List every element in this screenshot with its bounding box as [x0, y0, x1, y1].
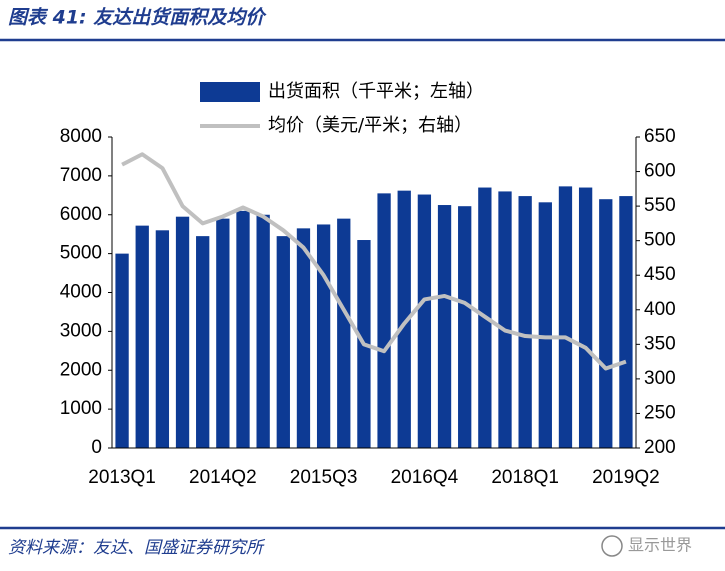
y-tick-label: 7000 — [60, 165, 102, 186]
bar — [135, 225, 149, 448]
x-tick-label: 2013Q1 — [88, 467, 156, 488]
bar — [337, 218, 351, 448]
line — [121, 152, 627, 371]
legend-label: 出货面积（千平米；左轴） — [268, 81, 484, 102]
bar — [296, 228, 311, 448]
y-tick-label: 3000 — [60, 320, 102, 341]
bar — [518, 196, 532, 448]
y2-tick-label: 200 — [644, 437, 676, 458]
y2-tick-label: 550 — [644, 195, 676, 216]
legend-label: 均价（美元/平米；右轴） — [268, 115, 472, 136]
bar — [538, 202, 552, 448]
bar — [236, 210, 250, 448]
y-tick-label: 1000 — [60, 398, 102, 419]
bar — [458, 206, 472, 448]
y-tick-label: 5000 — [60, 243, 102, 264]
bar — [397, 190, 411, 448]
bar — [175, 216, 190, 448]
y-tick-label: 8000 — [60, 126, 102, 147]
bar — [417, 194, 432, 448]
x-tick-label: 2018Q1 — [491, 467, 559, 488]
source-note: 资料来源：友达、国盛证券研究所 — [8, 538, 266, 558]
legend-swatch — [200, 82, 260, 102]
bar — [316, 224, 331, 448]
bar — [276, 236, 290, 448]
y2-tick-label: 450 — [644, 264, 676, 285]
bar — [196, 236, 210, 448]
y-tick-label: 6000 — [60, 204, 102, 225]
y2-tick-label: 650 — [644, 126, 676, 147]
bar — [155, 230, 170, 448]
watermark: 显示世界 — [628, 536, 692, 555]
y-tick-label: 2000 — [60, 359, 102, 380]
x-tick-label: 2015Q3 — [290, 467, 358, 488]
y2-tick-label: 250 — [644, 402, 676, 423]
bar — [437, 205, 452, 448]
bar — [599, 199, 613, 448]
y-tick-label: 4000 — [60, 282, 102, 303]
y2-tick-label: 350 — [644, 333, 676, 354]
x-tick-label: 2016Q4 — [391, 467, 459, 488]
bar — [558, 186, 573, 448]
bar — [619, 196, 633, 448]
x-tick-label: 2019Q2 — [592, 467, 660, 488]
x-tick-label: 2014Q2 — [189, 467, 257, 488]
y2-tick-label: 500 — [644, 230, 676, 251]
bar — [115, 253, 129, 448]
bar — [216, 218, 230, 448]
bar — [578, 187, 593, 448]
y2-tick-label: 300 — [644, 368, 676, 389]
y2-tick-label: 400 — [644, 299, 676, 320]
y-tick-label: 0 — [91, 437, 102, 458]
bar — [377, 193, 391, 448]
figure-title: 图表 41: 友达出货面积及均价 — [8, 7, 267, 29]
bar — [256, 214, 270, 448]
watermark-icon — [601, 535, 623, 557]
y2-tick-label: 600 — [644, 161, 676, 182]
bar — [498, 191, 512, 449]
